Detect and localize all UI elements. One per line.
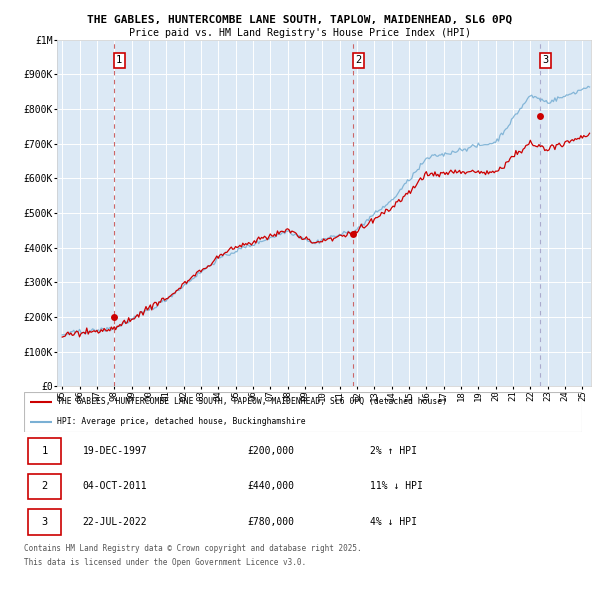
Text: £200,000: £200,000 xyxy=(247,446,294,456)
Text: THE GABLES, HUNTERCOMBE LANE SOUTH, TAPLOW, MAIDENHEAD, SL6 0PQ: THE GABLES, HUNTERCOMBE LANE SOUTH, TAPL… xyxy=(88,15,512,25)
Text: 11% ↓ HPI: 11% ↓ HPI xyxy=(370,481,423,491)
Text: 04-OCT-2011: 04-OCT-2011 xyxy=(83,481,147,491)
Text: 1: 1 xyxy=(41,446,48,456)
Bar xyxy=(28,438,61,464)
Text: 3: 3 xyxy=(542,55,549,65)
Text: 1: 1 xyxy=(116,55,122,65)
Text: Price paid vs. HM Land Registry's House Price Index (HPI): Price paid vs. HM Land Registry's House … xyxy=(129,28,471,38)
Text: 3: 3 xyxy=(41,517,48,527)
Text: 2: 2 xyxy=(41,481,48,491)
Text: 19-DEC-1997: 19-DEC-1997 xyxy=(83,446,147,456)
Text: THE GABLES, HUNTERCOMBE LANE SOUTH, TAPLOW, MAIDENHEAD, SL6 0PQ (detached house): THE GABLES, HUNTERCOMBE LANE SOUTH, TAPL… xyxy=(58,397,448,407)
Text: 22-JUL-2022: 22-JUL-2022 xyxy=(83,517,147,527)
Text: HPI: Average price, detached house, Buckinghamshire: HPI: Average price, detached house, Buck… xyxy=(58,417,306,427)
Bar xyxy=(28,474,61,499)
Bar xyxy=(28,509,61,535)
Text: £780,000: £780,000 xyxy=(247,517,294,527)
Text: This data is licensed under the Open Government Licence v3.0.: This data is licensed under the Open Gov… xyxy=(24,558,306,566)
Text: 2% ↑ HPI: 2% ↑ HPI xyxy=(370,446,417,456)
Text: 2: 2 xyxy=(355,55,361,65)
Text: Contains HM Land Registry data © Crown copyright and database right 2025.: Contains HM Land Registry data © Crown c… xyxy=(24,544,362,553)
Text: £440,000: £440,000 xyxy=(247,481,294,491)
Text: 4% ↓ HPI: 4% ↓ HPI xyxy=(370,517,417,527)
